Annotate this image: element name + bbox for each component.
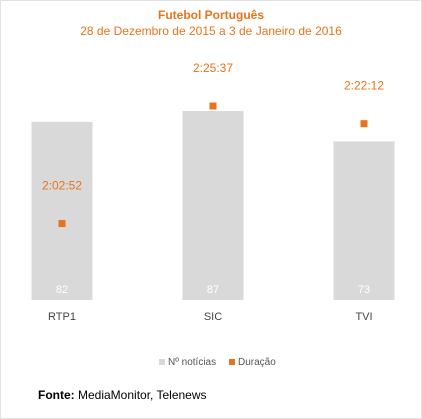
chart-title: Futebol Português bbox=[158, 8, 264, 22]
bar-value-label-tvi: 73 bbox=[358, 284, 370, 296]
category-label-tvi: TVI bbox=[355, 311, 372, 323]
duration-marker-rtp1 bbox=[58, 220, 66, 228]
source-note: Fonte: MediaMonitor, Telenews bbox=[38, 388, 207, 402]
source-label: Fonte: bbox=[38, 388, 75, 402]
legend-swatch-bars bbox=[159, 359, 165, 365]
duration-marker-tvi bbox=[360, 120, 368, 128]
bar-value-label-sic: 87 bbox=[207, 284, 219, 296]
duration-label-rtp1: 2:02:52 bbox=[42, 179, 82, 193]
duration-label-sic: 2:25:37 bbox=[193, 61, 233, 75]
category-label-sic: SIC bbox=[204, 311, 222, 323]
chart-subtitle: 28 de Dezembro de 2015 a 3 de Janeiro de… bbox=[80, 24, 342, 38]
legend: Nº notícias Duração bbox=[159, 357, 276, 368]
bar-sic bbox=[182, 111, 244, 300]
legend-swatch-duration bbox=[229, 359, 235, 365]
bar-rtp1 bbox=[31, 121, 93, 301]
plot-area: 82 RTP1 2:02:52 87 SIC 2:25:37 73 TVI 2:22:12 bbox=[31, 61, 395, 323]
source-text: MediaMonitor, Telenews bbox=[78, 388, 207, 402]
legend-label-duration: Duração bbox=[238, 357, 276, 368]
duration-label-tvi: 2:22:12 bbox=[344, 79, 384, 93]
category-label-rtp1: RTP1 bbox=[48, 311, 76, 323]
bar-value-label-rtp1: 82 bbox=[56, 284, 68, 296]
legend-label-bars: Nº notícias bbox=[168, 357, 216, 368]
duration-marker-sic bbox=[209, 102, 217, 110]
bar-tvi bbox=[333, 141, 395, 300]
